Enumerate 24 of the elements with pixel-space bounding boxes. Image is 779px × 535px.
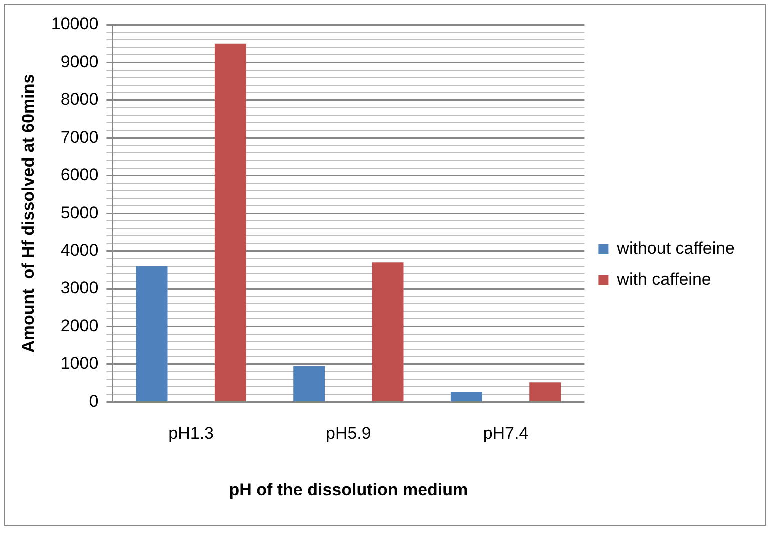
- y-tick-label: 0: [89, 392, 99, 411]
- y-tick-label: 4000: [60, 241, 99, 260]
- x-tick-label: pH1.3: [168, 424, 214, 444]
- x-axis-title: pH of the dissolution medium: [229, 480, 468, 500]
- y-tick-label: 6000: [60, 166, 99, 185]
- y-tick-label: 1000: [60, 354, 99, 374]
- y-tick-label: 9000: [60, 52, 99, 72]
- bar: [450, 392, 482, 402]
- y-tick-label: 10000: [51, 14, 99, 34]
- bar: [372, 262, 404, 402]
- x-tick-label: pH5.9: [326, 424, 372, 444]
- bar: [530, 382, 562, 402]
- x-tick-label: pH7.4: [483, 424, 529, 444]
- bar: [294, 366, 326, 402]
- y-axis-title: Amount of Hf dissolved at 60mins: [18, 74, 38, 353]
- y-tick-label: 2000: [60, 316, 99, 336]
- y-tick-label: 7000: [60, 128, 99, 147]
- y-tick-label: 5000: [60, 203, 99, 222]
- bar: [136, 266, 168, 402]
- legend-label: with caffeine: [616, 270, 712, 290]
- bar: [214, 44, 246, 402]
- y-tick-label: 3000: [60, 278, 99, 298]
- legend-label: without caffeine: [616, 239, 736, 258]
- y-tick-label: 8000: [60, 90, 99, 110]
